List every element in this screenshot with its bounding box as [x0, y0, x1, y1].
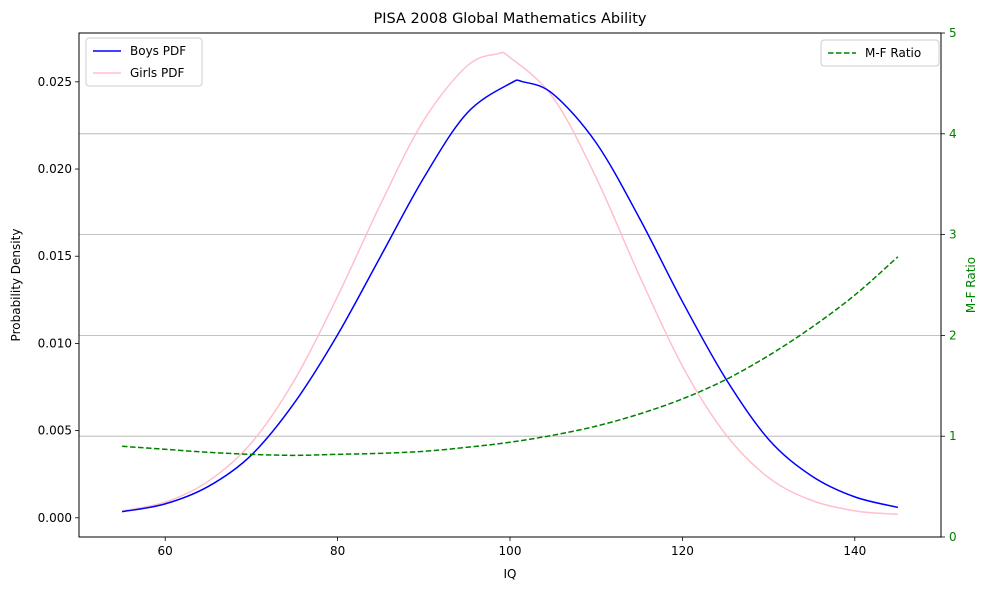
legend-left: Boys PDF Girls PDF	[85, 37, 203, 87]
girls-pdf-line	[121, 51, 898, 516]
x-tick-label: 60	[158, 544, 173, 558]
y-tick-label: 0.005	[38, 424, 72, 438]
y-tick-label: 0.025	[38, 75, 72, 89]
mf-ratio-line	[122, 256, 899, 457]
y2-tick-label: 4	[949, 127, 957, 141]
x-tick-label: 100	[499, 544, 522, 558]
series-layer	[121, 51, 899, 516]
y2-tick-label: 3	[949, 228, 957, 242]
grid-lines	[79, 133, 941, 437]
y2-tick-label: 1	[949, 429, 957, 443]
y-tick-label: 0.010	[38, 336, 72, 350]
y2-axis-label: M-F Ratio	[964, 257, 978, 313]
chart-title: PISA 2008 Global Mathematics Ability	[374, 11, 647, 27]
x-tick-label: 140	[843, 544, 866, 558]
legend-girls-label: Girls PDF	[130, 66, 184, 80]
y2-tick-label: 5	[949, 26, 957, 40]
y2-tick-label: 0	[949, 530, 957, 544]
x-axis-label: IQ	[504, 567, 517, 581]
legend-left-box	[85, 37, 203, 87]
legend-right: M-F Ratio	[820, 39, 940, 67]
plot-frame	[78, 32, 942, 538]
y2-tick-label: 2	[949, 328, 957, 342]
y2-axis-ticks: 0 1 2 3 4 5	[941, 26, 957, 544]
legend-right-box	[820, 39, 940, 67]
y-tick-label: 0.000	[38, 511, 72, 525]
y-tick-label: 0.015	[38, 249, 72, 263]
x-axis-ticks: 60 80 100 120 140	[158, 537, 866, 558]
boys-pdf-line	[121, 79, 899, 513]
x-tick-label: 80	[330, 544, 345, 558]
y-axis-label: Probability Density	[9, 229, 23, 342]
y-tick-label: 0.020	[38, 162, 72, 176]
y-axis-ticks: 0.000 0.005 0.010 0.015 0.020 0.025	[38, 75, 79, 525]
legend-ratio-label: M-F Ratio	[865, 46, 921, 60]
x-tick-label: 120	[671, 544, 694, 558]
legend-boys-label: Boys PDF	[130, 44, 186, 58]
